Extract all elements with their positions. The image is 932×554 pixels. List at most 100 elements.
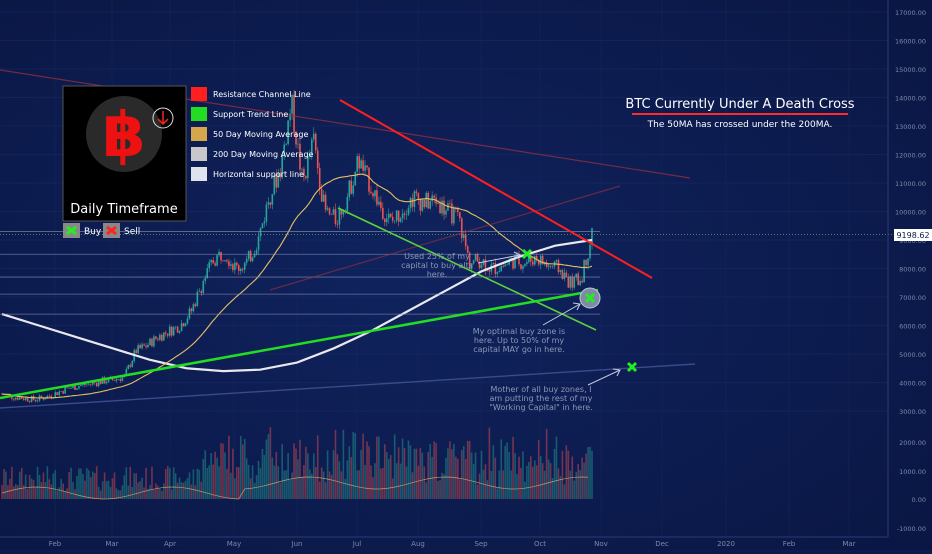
volume-bar — [99, 490, 102, 499]
candle-body — [117, 379, 120, 380]
candle-body — [170, 326, 173, 336]
candle-body — [470, 263, 473, 270]
volume-bar — [320, 467, 323, 499]
candle-body — [423, 199, 426, 208]
volume-bar — [78, 468, 80, 499]
volume-bar — [3, 469, 5, 499]
volume-bar — [220, 443, 222, 499]
candle-body — [587, 258, 589, 266]
candle-body — [581, 280, 583, 283]
volume-bar — [512, 436, 514, 499]
volume-bar — [267, 434, 270, 499]
volume-bar — [368, 446, 370, 499]
buy-label: Buy — [84, 227, 102, 237]
sell-label: Sell — [124, 227, 140, 237]
arrow-line — [587, 369, 621, 386]
candle-body — [20, 397, 23, 399]
volume-bar — [526, 465, 528, 499]
candle-body — [360, 160, 362, 169]
volume-bar — [214, 451, 216, 499]
candle-body — [532, 261, 534, 265]
candle-body — [328, 208, 331, 215]
volume-bar — [26, 488, 29, 499]
candle-body — [346, 196, 349, 212]
volume-bar — [283, 470, 285, 499]
candle-body — [453, 207, 455, 224]
candle-body — [352, 185, 355, 194]
legend-swatch — [191, 107, 207, 121]
candle-body — [354, 171, 357, 186]
volume-bar — [322, 471, 325, 499]
candle-body — [95, 382, 98, 387]
volume-bar — [532, 466, 534, 499]
y-tick-label: 4000.00 — [899, 380, 926, 388]
volume-bar — [216, 457, 218, 499]
candle-body — [528, 255, 530, 263]
candle-body — [236, 262, 238, 266]
candle-body — [399, 218, 402, 222]
legend-label: Horizontal support line — [213, 170, 304, 179]
arrow-head — [572, 302, 581, 311]
volume-bar — [358, 470, 360, 499]
volume-bar — [147, 488, 149, 499]
volume-tick-label: -1000.00 — [897, 525, 926, 533]
candle-body — [234, 262, 236, 271]
volume-bar — [273, 465, 276, 499]
volume-bar — [291, 472, 293, 499]
volume-bar — [301, 476, 303, 499]
candle-body — [530, 255, 532, 262]
candle-body — [314, 133, 317, 151]
candle-body — [182, 323, 185, 327]
candle-body — [310, 139, 313, 155]
candle-body — [127, 365, 130, 370]
candle-body — [161, 334, 163, 341]
volume-bar — [462, 446, 465, 499]
candle-body — [356, 156, 358, 172]
volume-bar — [488, 427, 491, 499]
candle-body — [34, 399, 37, 402]
volume-bar — [551, 477, 554, 499]
volume-bar — [161, 490, 163, 499]
candle-body — [186, 318, 189, 324]
volume-bar — [245, 458, 248, 499]
candle-body — [514, 255, 516, 269]
candle-body — [405, 214, 408, 216]
candle-body — [524, 264, 526, 266]
candle-body — [180, 323, 183, 332]
volume-bar — [419, 447, 422, 499]
candle-body — [218, 251, 220, 256]
candle-body — [591, 228, 593, 245]
volume-bar — [9, 478, 11, 499]
y-tick-label: 15000.00 — [895, 66, 926, 74]
volume-tick-label: 1000.00 — [899, 468, 926, 476]
volume-bar — [281, 444, 284, 499]
candle-body — [178, 331, 181, 333]
volume-bar — [310, 473, 313, 499]
volume-bar — [279, 482, 282, 499]
candle-body — [449, 203, 451, 204]
candle-body — [299, 143, 301, 170]
candle-body — [330, 214, 333, 215]
volume-bar — [155, 483, 157, 499]
candle-body — [99, 380, 102, 384]
candle-body — [362, 160, 364, 171]
volume-bar — [166, 466, 169, 499]
volume-bar — [121, 485, 124, 499]
candle-body — [80, 385, 82, 387]
candle-body — [579, 280, 581, 285]
volume-bar — [97, 486, 100, 499]
y-tick-label: 12000.00 — [895, 152, 926, 160]
candle-body — [46, 395, 49, 399]
volume-bar — [435, 442, 437, 499]
volume-bar — [326, 450, 329, 499]
candle-body — [82, 383, 84, 386]
volume-bar — [145, 467, 147, 499]
volume-bar — [208, 465, 210, 499]
volume-bar — [557, 468, 560, 499]
volume-bar — [271, 457, 274, 499]
candle-body — [263, 221, 266, 224]
volume-bar — [378, 436, 380, 499]
volume-bar — [275, 452, 278, 499]
